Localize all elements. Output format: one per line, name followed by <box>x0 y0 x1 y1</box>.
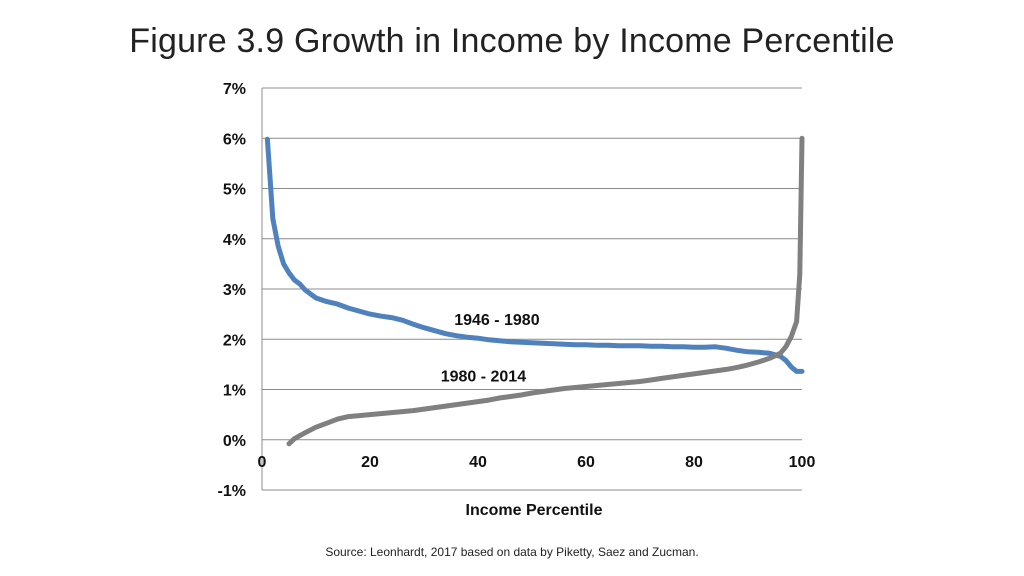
series-labels: 1946 - 1980 1980 - 2014 <box>441 312 540 385</box>
series-label: 1946 - 1980 <box>454 312 540 329</box>
y-tick-label: 6% <box>223 131 246 148</box>
y-tick-label: 0% <box>223 433 246 450</box>
y-tick-label: 7% <box>223 81 246 98</box>
y-tick-label: 4% <box>223 232 246 249</box>
x-tick-label: 40 <box>469 454 487 471</box>
x-tick-label: 0 <box>258 454 267 471</box>
series-lines <box>264 135 805 447</box>
y-tick-label: -1% <box>218 483 246 500</box>
series-line <box>286 135 805 447</box>
series-line <box>264 136 805 374</box>
y-tick-label: 3% <box>223 282 246 299</box>
source-note: Source: Leonhardt, 2017 based on data by… <box>325 545 699 559</box>
y-tick-label: 2% <box>223 332 246 349</box>
tick-labels: -1% 0% 1% 2% 3% 4% 5% 6% 7% 0 20 40 60 80 100 <box>218 81 816 500</box>
series-label: 1980 - 2014 <box>441 368 527 385</box>
x-tick-label: 60 <box>577 454 595 471</box>
slide-title: Figure 3.9 Growth in Income by Income Pe… <box>129 22 895 60</box>
x-tick-label: 100 <box>789 454 816 471</box>
x-tick-label: 20 <box>361 454 379 471</box>
x-tick-label: 80 <box>685 454 703 471</box>
axes <box>261 88 802 490</box>
x-axis-title: Income Percentile <box>466 502 603 519</box>
y-tick-label: 5% <box>223 182 246 199</box>
gridlines <box>262 87 802 491</box>
y-tick-label: 1% <box>223 383 246 400</box>
